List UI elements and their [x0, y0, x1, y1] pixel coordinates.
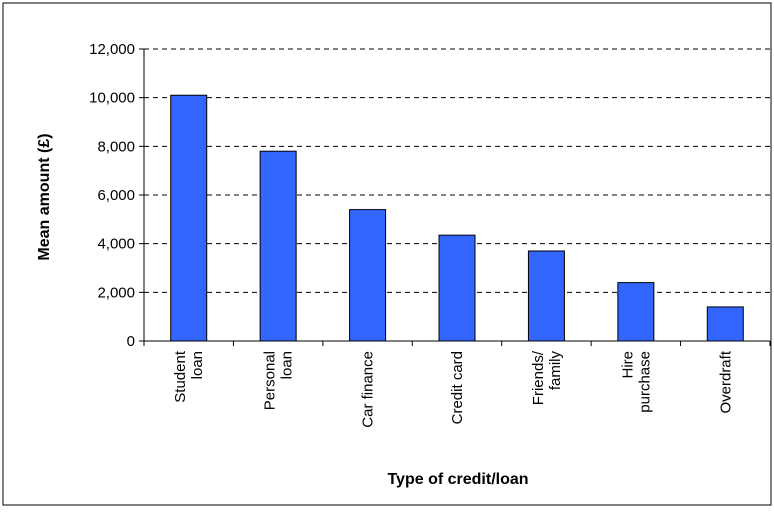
- y-axis-title: Mean amount (£): [36, 133, 53, 260]
- y-tick-label-6: 12,000: [89, 41, 135, 58]
- x-category-label-5-line-0: Hire: [619, 351, 636, 379]
- x-category-label-3: Credit card: [449, 351, 466, 424]
- y-tick-label-5: 10,000: [89, 90, 135, 107]
- x-category-label-0: Studentloan: [172, 350, 206, 403]
- x-category-label-5-line-1: purchase: [636, 351, 653, 413]
- x-category-label-1-line-1: loan: [279, 351, 296, 379]
- x-category-label-2: Car finance: [360, 351, 377, 428]
- axes: [139, 48, 771, 346]
- x-category-labels: Studentloan Personalloan Car finance Credit…: [172, 350, 734, 428]
- chart-area-border: [2, 2, 772, 506]
- bar-6: [706, 306, 744, 342]
- bar-3: [438, 234, 476, 342]
- x-category-label-4-line-0: Friends/: [530, 350, 547, 405]
- y-tick-label-2: 4,000: [97, 236, 135, 253]
- x-category-label-1: Personalloan: [262, 351, 296, 410]
- x-category-label-0-line-0: Student: [172, 350, 189, 403]
- y-tick-label-4: 8,000: [97, 138, 135, 155]
- y-tick-labels: 0 2,000 4,000 6,000 8,000 10,000 12,000: [89, 41, 135, 350]
- x-category-label-2-line-0: Car finance: [360, 351, 377, 428]
- y-tick-label-0: 0: [127, 333, 135, 350]
- x-category-label-0-line-1: loan: [189, 351, 206, 379]
- x-axis-title: Type of credit/loan: [387, 471, 528, 488]
- bar-1: [259, 150, 297, 342]
- bar-5: [617, 282, 655, 342]
- bar-4: [527, 250, 565, 342]
- bars: [170, 94, 744, 342]
- x-category-label-6-line-0: Overdraft: [717, 350, 734, 413]
- y-tick-label-3: 6,000: [97, 187, 135, 204]
- x-category-label-6: Overdraft: [717, 350, 734, 413]
- bar-0: [170, 94, 208, 342]
- x-category-label-5: Hirepurchase: [619, 351, 653, 413]
- x-category-label-4: Friends/family: [530, 350, 564, 405]
- x-category-label-1-line-0: Personal: [262, 351, 279, 410]
- y-tick-label-1: 2,000: [97, 284, 135, 301]
- x-category-label-4-line-1: family: [547, 351, 564, 391]
- x-category-label-3-line-0: Credit card: [449, 351, 466, 424]
- bar-2: [349, 209, 387, 342]
